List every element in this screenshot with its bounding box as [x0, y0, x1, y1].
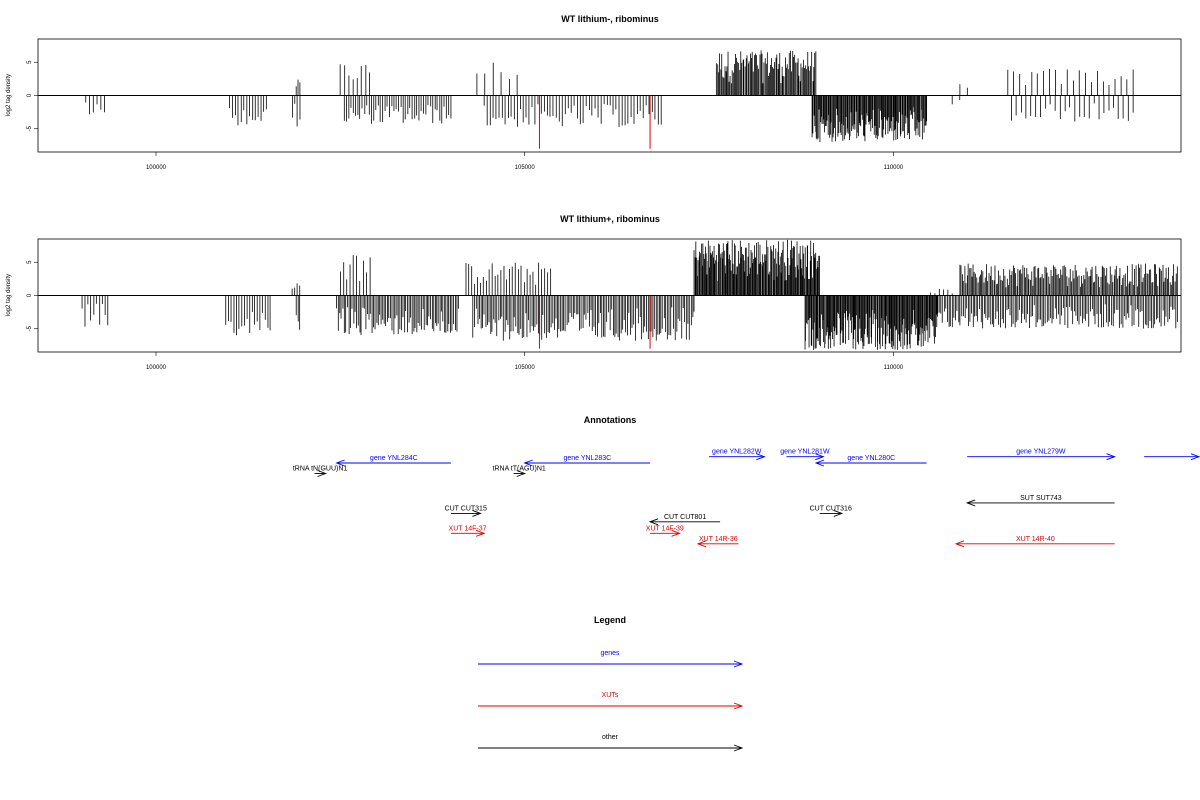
panel-1-ytick-label: -5 [27, 125, 33, 131]
annotation-arrow-head [756, 453, 766, 461]
annotation-label: gene YNL280C [847, 455, 895, 462]
panel-1-ylabel: log2 tag density [6, 74, 12, 116]
annotation-arrow-head [523, 459, 533, 467]
panel-2-x-axis: 100000 105000 110000 [146, 352, 904, 371]
annotation-label: gene YNL284C [370, 455, 418, 462]
panel-1-title: WT lithium-, ribominus [561, 14, 659, 24]
annotation-label: CUT CUT801 [664, 514, 706, 521]
panel-1-ytick-label: 0 [27, 93, 33, 97]
legend-arrow-head [733, 702, 744, 710]
annotation-label: SUT SUT743 [1020, 495, 1062, 502]
panel-2-ytick-label: 0 [27, 293, 33, 297]
annotation-arrow-head [954, 540, 965, 548]
panel-2-ylabel: log2 tag density [6, 274, 12, 316]
annotation-label: XUT 14R-40 [1016, 536, 1055, 543]
legend-arrow-head [733, 744, 744, 752]
panel-1-ytick-label: 5 [27, 60, 33, 64]
annotation-label: tRNA tT(AGU)N1 [493, 466, 546, 473]
annotation-label: CUT CUT316 [810, 505, 852, 512]
annotation-label: CUT CUT315 [445, 505, 487, 512]
legend: Legend genes XUTs other [478, 615, 744, 752]
annotation-arrow-head [815, 453, 825, 461]
annotation-arrow-head [833, 509, 844, 517]
panel-2-ytick-label: -5 [27, 325, 33, 331]
legend-title: Legend [594, 615, 626, 625]
panel-lithium-plus: WT lithium+, ribominus log2 tag density … [6, 214, 1182, 371]
panel-1-xtick-label: 110000 [884, 165, 904, 171]
annotation-arrow-head [516, 470, 526, 477]
legend-label: other [602, 734, 619, 741]
annotation-label: XUT 14F-39 [646, 525, 684, 532]
annotation-arrow-head [1190, 453, 1200, 461]
annotation-label: gene YNL281W [780, 449, 830, 456]
annotation-label: tRNA tN(GUU)N1 [293, 466, 348, 473]
annotation-arrow-head [317, 470, 327, 477]
panel-1-x-axis: 100000 105000 110000 [146, 152, 904, 171]
legend-label: genes [600, 650, 620, 657]
legend-items: genes XUTs other [478, 650, 744, 752]
annotation-arrow-head [965, 499, 976, 507]
legend-arrow-head [733, 660, 744, 668]
panel-2-title: WT lithium+, ribominus [560, 214, 660, 224]
annotation-label: gene YNL282W [712, 449, 762, 456]
annotation-arrow-head [335, 459, 345, 467]
annotation-arrow-head [475, 529, 486, 537]
panel-1-y-axis: -5 0 5 [27, 60, 38, 131]
panel-1-bars [38, 50, 1181, 149]
legend-label: XUTs [602, 692, 619, 699]
annotation-label: gene YNL279W [1016, 449, 1066, 456]
annotation-arrow-head [671, 529, 681, 537]
annotation-label: XUT 14R-36 [699, 536, 738, 543]
panel-2-xtick-label: 110000 [884, 365, 904, 371]
panel-2-bars [38, 239, 1181, 350]
annotation-arrow-head [814, 459, 825, 467]
panel-lithium-minus: WT lithium-, ribominus log2 tag density … [6, 14, 1182, 171]
panel-2-xtick-label: 105000 [515, 365, 536, 371]
panel-2-xtick-label: 100000 [146, 365, 167, 371]
annotation-arrow-head [696, 540, 707, 548]
annotation-tracks: gene YNL284C gene YNL283C gene YNL282W gene… [293, 449, 1200, 548]
panel-2-y-axis: -5 0 5 [27, 260, 38, 331]
annotation-arrow-head [1106, 453, 1116, 461]
annotation-arrow-head [648, 518, 659, 526]
annotation-label: gene YNL283C [564, 455, 612, 462]
annotations-title: Annotations [584, 415, 637, 425]
annotation-arrow-head [472, 509, 482, 517]
panel-1-xtick-label: 100000 [146, 165, 167, 171]
annotations-panel: Annotations gene YNL284C gene YNL283Cgene… [293, 415, 1200, 548]
annotation-label: XUT 14F-37 [449, 525, 487, 532]
panel-2-ytick-label: 5 [27, 260, 33, 264]
panel-1-xtick-label: 105000 [515, 165, 536, 171]
